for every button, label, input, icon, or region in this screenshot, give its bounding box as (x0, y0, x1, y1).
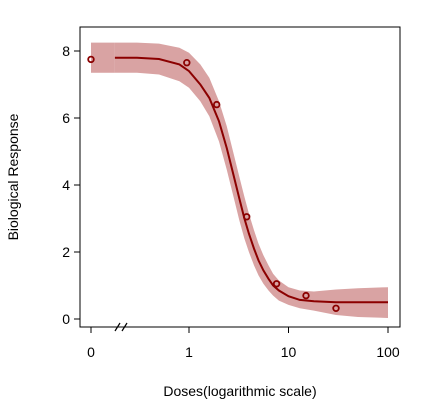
confidence-band (114, 42, 389, 318)
confidence-band-layer (91, 42, 389, 318)
fitted-curve-layer (114, 56, 388, 304)
data-point (332, 304, 340, 312)
fitted-curve (114, 56, 388, 304)
x-tick-label: 0 (87, 344, 95, 360)
x-tick-label: 1 (185, 344, 193, 360)
axis-break-mark (121, 322, 128, 332)
y-axis-title: Biological Response (5, 113, 21, 240)
data-point (242, 213, 251, 221)
y-tick-label: 2 (62, 244, 70, 260)
y-tick-label: 6 (62, 110, 70, 126)
y-tick-label: 0 (62, 311, 70, 327)
data-point (212, 100, 221, 109)
y-tick-label: 4 (62, 177, 70, 193)
y-axis: 0 2 4 6 8 (62, 43, 80, 327)
data-point (272, 280, 281, 288)
x-tick-label: 10 (281, 344, 297, 360)
data-point (302, 291, 310, 300)
plot-frame (79, 26, 401, 328)
x-tick-label: 100 (376, 344, 400, 360)
data-point (87, 55, 95, 64)
data-points-layer (87, 55, 340, 312)
data-point (183, 59, 191, 67)
y-tick-label: 8 (62, 43, 70, 59)
x-axis: 0 1 10 100 (87, 322, 400, 360)
x-axis-title: Doses(logarithmic scale) (163, 383, 316, 399)
confidence-band-plateau (91, 42, 115, 73)
axis-break-mark (114, 322, 121, 332)
